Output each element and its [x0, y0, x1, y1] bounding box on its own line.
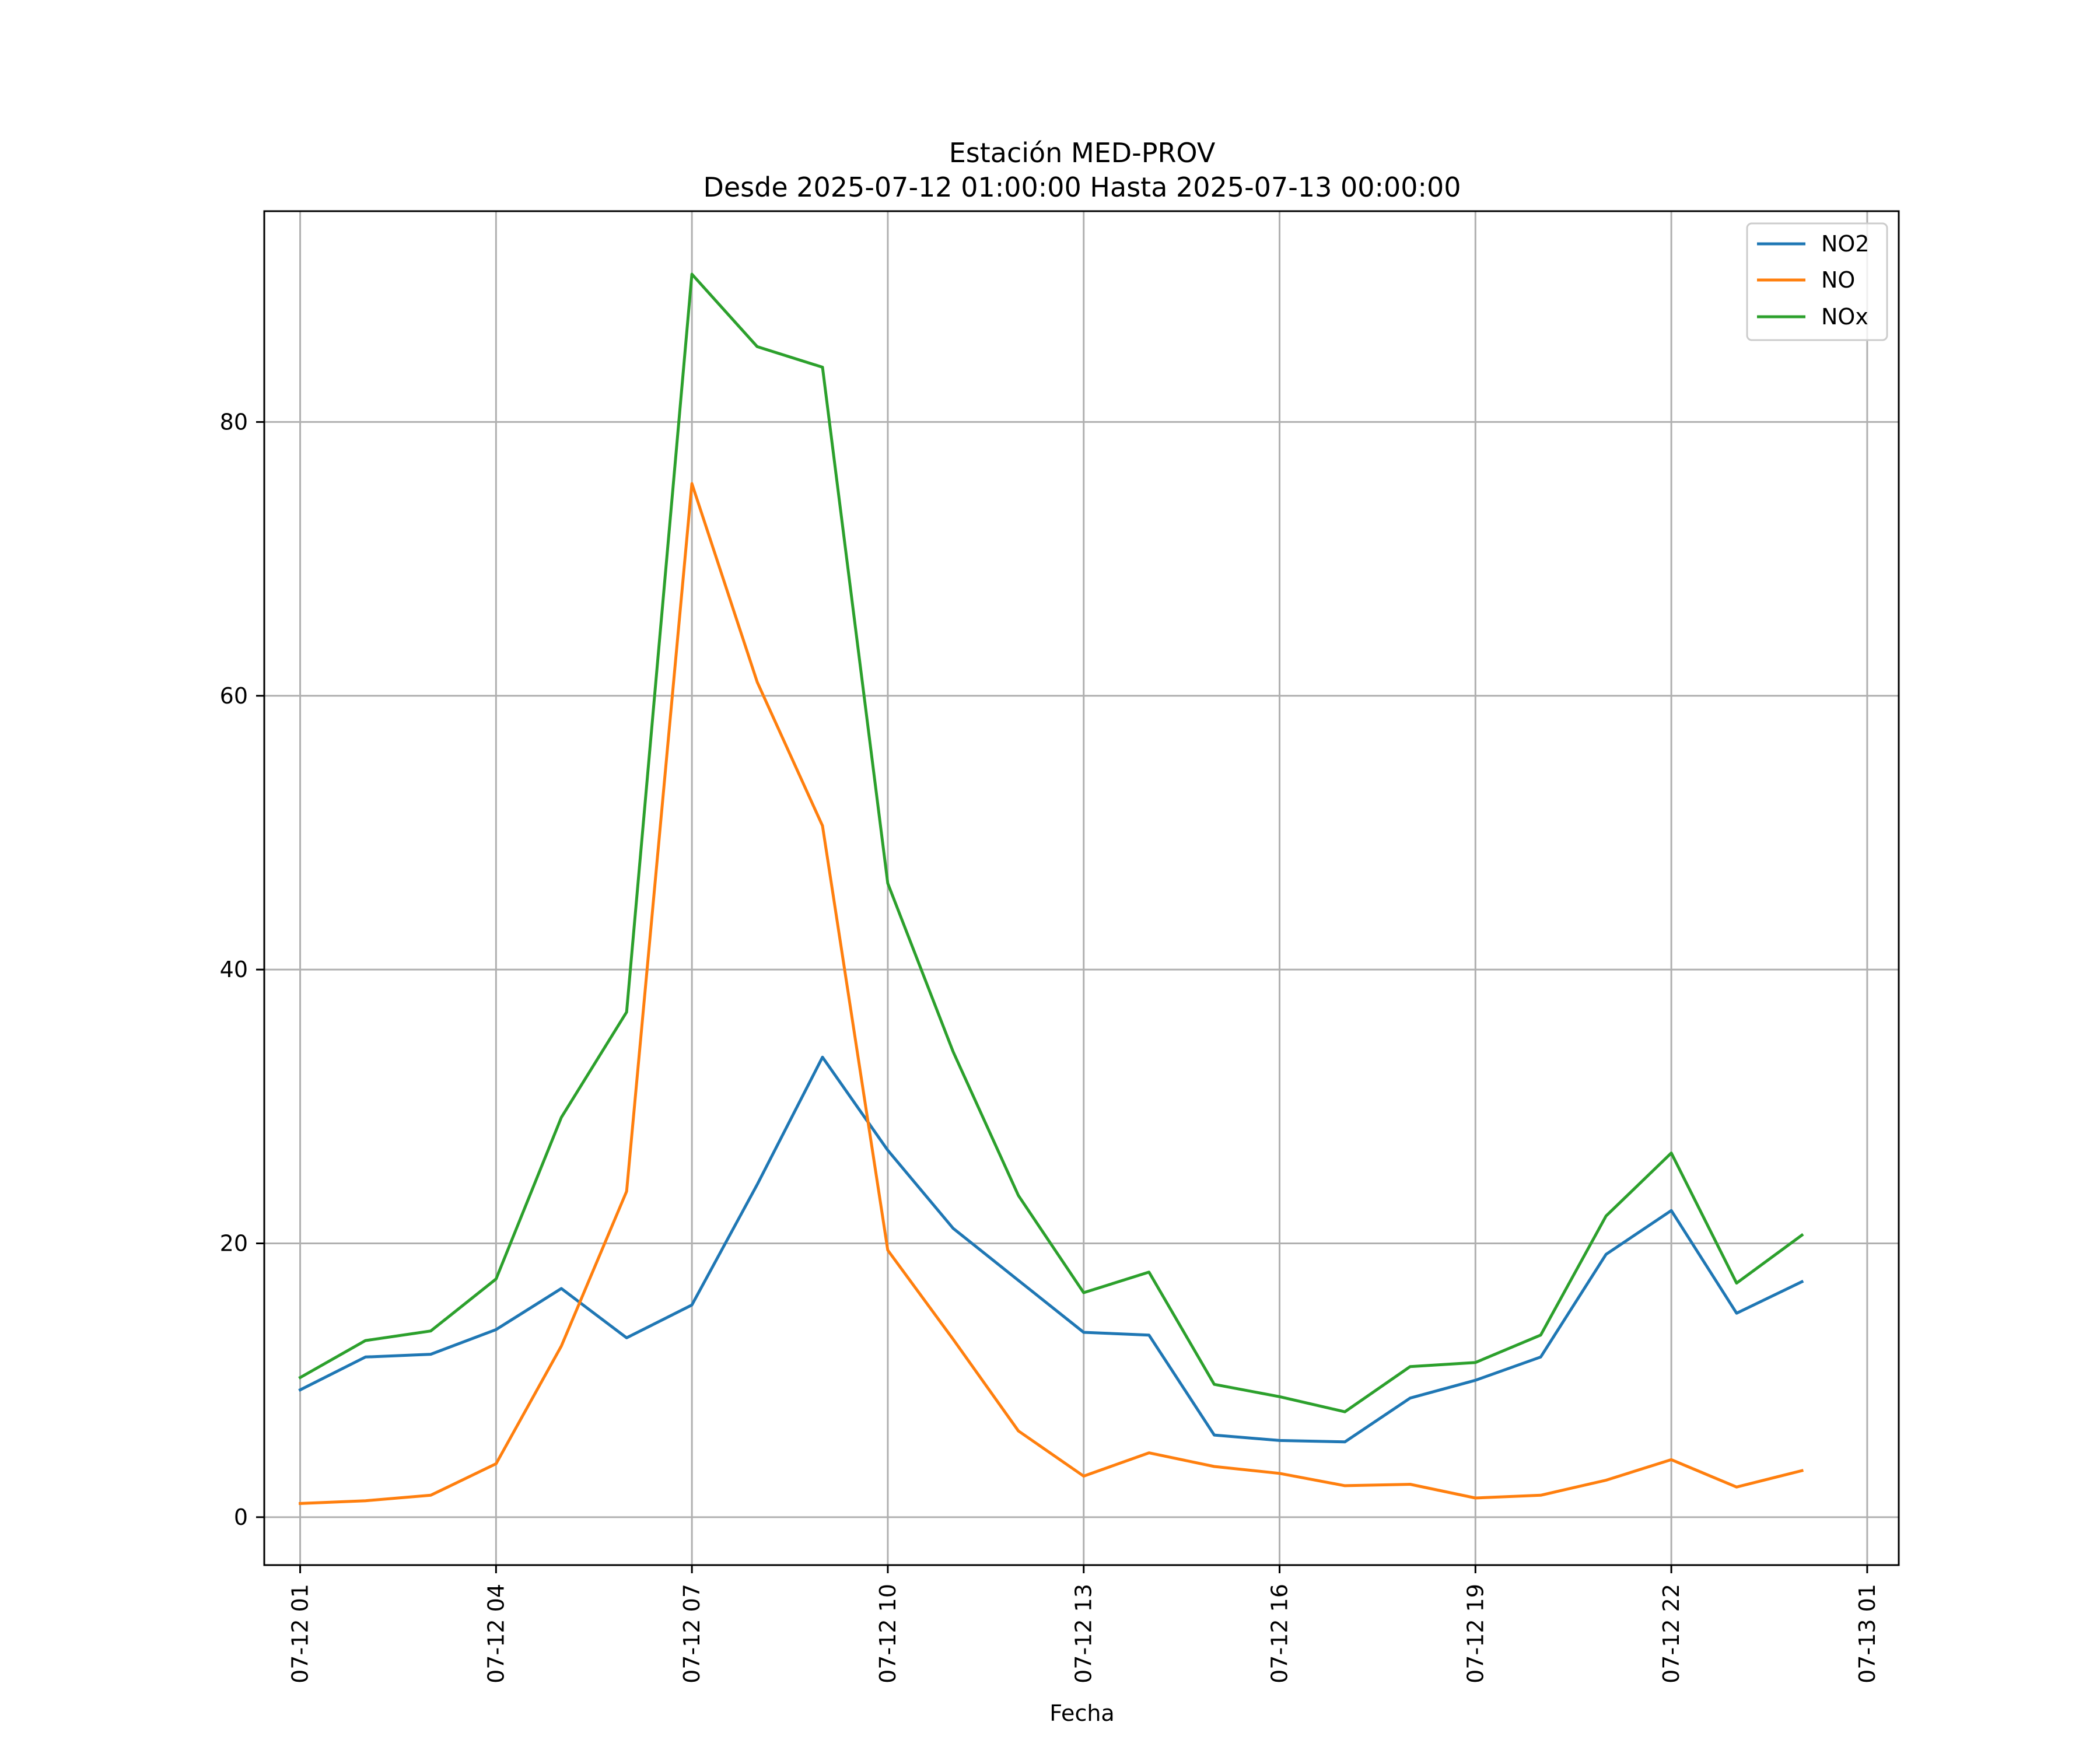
x-tick-label: 07-12 19 — [1462, 1584, 1488, 1684]
x-tick-label: 07-12 16 — [1267, 1584, 1293, 1684]
legend-label-no2: NO2 — [1821, 231, 1870, 257]
legend-box — [1746, 222, 1888, 341]
series-lines — [298, 272, 1804, 1506]
legend-label-no: NO — [1821, 267, 1855, 293]
chart-subtitle: Desde 2025-07-12 01:00:00 Hasta 2025-07-… — [703, 172, 1461, 203]
x-tick-label: 07-12 22 — [1658, 1584, 1684, 1684]
x-tick-label: 07-12 13 — [1071, 1584, 1097, 1684]
x-tick-label: 07-13 01 — [1854, 1584, 1880, 1684]
y-axis-ticks: 0 20 40 60 80 — [220, 409, 264, 1530]
chart-title: Estación MED-PROV — [949, 137, 1216, 169]
legend-label-nox: NOx — [1821, 304, 1868, 330]
series-line-no — [298, 482, 1804, 1506]
x-tick-label: 07-12 04 — [483, 1584, 509, 1684]
y-tick-label: 20 — [220, 1230, 248, 1256]
x-tick-label: 07-12 01 — [288, 1584, 313, 1684]
grid — [264, 211, 1899, 1565]
x-tick-label: 07-12 07 — [679, 1584, 705, 1684]
y-tick-label: 40 — [220, 957, 248, 982]
y-tick-label: 60 — [220, 683, 248, 709]
x-tick-label: 07-12 10 — [875, 1584, 901, 1684]
x-axis-ticks: 07-12 01 07-12 04 07-12 07 07-12 10 07-12 13… — [288, 1565, 1880, 1684]
series-line-nox — [298, 272, 1804, 1413]
plot-frame — [263, 210, 1900, 1566]
x-axis-label: Fecha — [1049, 1700, 1114, 1726]
legend: NO2 NO NOx — [1746, 222, 1888, 341]
y-tick-label: 0 — [234, 1504, 248, 1530]
series-line-no2 — [298, 1055, 1804, 1444]
y-tick-label: 80 — [220, 409, 248, 435]
